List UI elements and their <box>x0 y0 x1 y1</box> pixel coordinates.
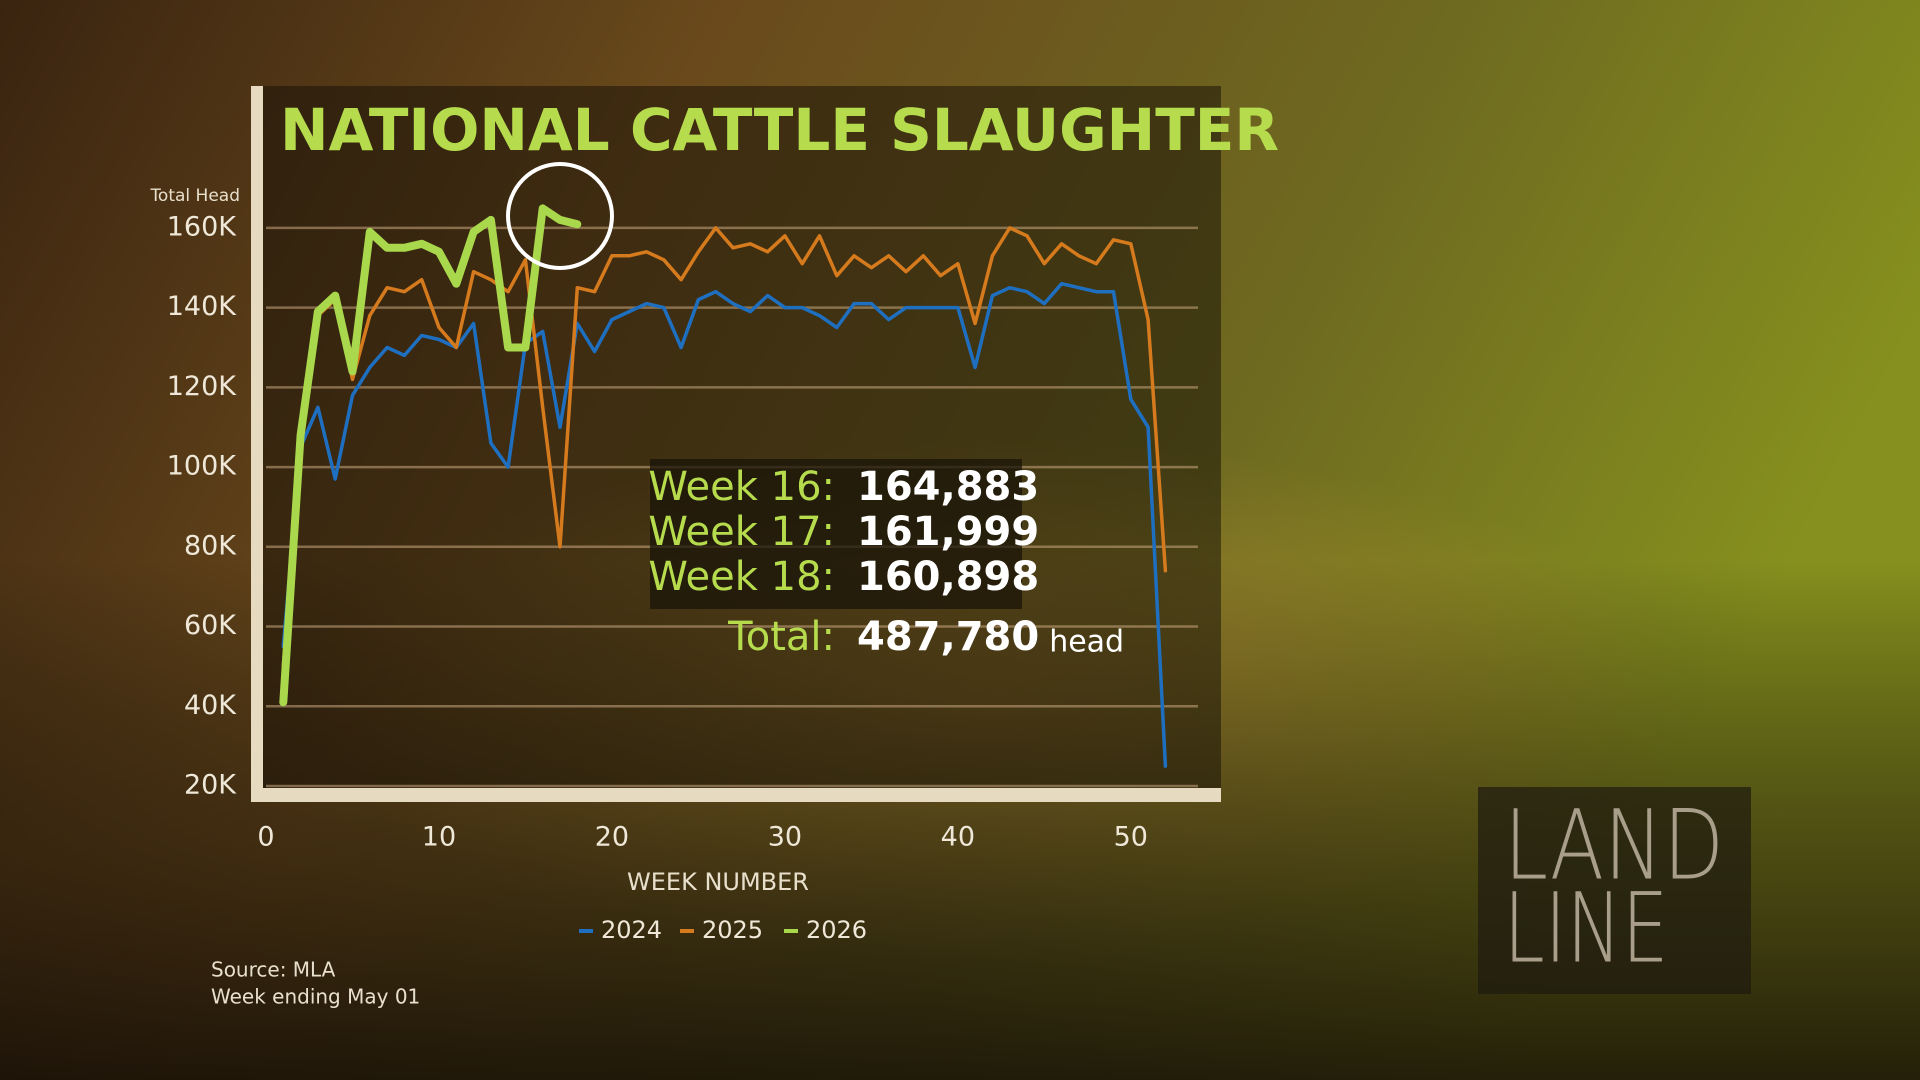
x-tick-label: 0 <box>257 822 274 853</box>
legend-swatch <box>680 929 694 933</box>
callout-label: Week 18: <box>648 554 835 600</box>
highlight-circle <box>506 162 614 270</box>
legend-label: 2025 <box>702 916 763 944</box>
callout-box <box>650 459 1022 609</box>
callout-label: Week 16: <box>648 464 835 510</box>
y-tick-label: 100K <box>167 451 238 482</box>
y-tick-label: 40K <box>184 690 237 721</box>
series-line <box>279 204 582 707</box>
x-axis-line <box>251 788 1221 802</box>
legend: 2024 2025 2026 <box>579 916 867 944</box>
logo-text: LINE <box>1504 872 1669 984</box>
callout-total-value: 487,780 <box>857 614 1039 660</box>
source-text: Source: MLA <box>211 958 336 982</box>
legend-swatch <box>784 929 798 933</box>
logo-text: LAND <box>1504 789 1724 901</box>
y-tick-label: 120K <box>167 371 238 402</box>
x-tick-label: 30 <box>768 822 802 853</box>
chart-title: NATIONAL CATTLE SLAUGHTER <box>280 96 1279 164</box>
plot-area: 20K 40K 60K 80K 100K 120K 140K 160K 0 10 20 30 40 50 <box>167 204 1198 853</box>
x-tick-label: 50 <box>1114 822 1148 853</box>
callout: Week 16: 164,883 Week 17: 161,999 Week 18: 16… <box>648 464 1124 660</box>
callout-value: 161,999 <box>857 509 1039 555</box>
y-axis-line <box>251 86 263 802</box>
y-axis-title: Total Head <box>149 186 240 206</box>
legend-swatch <box>579 929 593 933</box>
source-text: Week ending May 01 <box>211 985 420 1009</box>
y-tick-label: 80K <box>184 530 237 561</box>
y-tick-label: 60K <box>184 610 237 641</box>
series-line <box>281 281 1168 768</box>
x-tick-label: 10 <box>422 822 456 853</box>
callout-total-label: Total: <box>727 614 835 660</box>
x-tick-label: 40 <box>941 822 975 853</box>
x-axis-title: WEEK NUMBER <box>627 868 809 896</box>
y-tick-label: 140K <box>167 291 238 322</box>
legend-label: 2026 <box>806 916 867 944</box>
x-tick-label: 20 <box>595 822 629 853</box>
callout-total-unit: head <box>1049 625 1124 660</box>
y-tick-label: 160K <box>167 211 238 242</box>
logo-box <box>1478 787 1751 994</box>
callout-value: 164,883 <box>857 464 1039 510</box>
series-line <box>281 226 1168 669</box>
chart-panel <box>251 86 1221 802</box>
y-tick-label: 20K <box>184 770 237 801</box>
callout-label: Week 17: <box>648 509 835 555</box>
callout-value: 160,898 <box>857 554 1039 600</box>
legend-label: 2024 <box>601 916 662 944</box>
